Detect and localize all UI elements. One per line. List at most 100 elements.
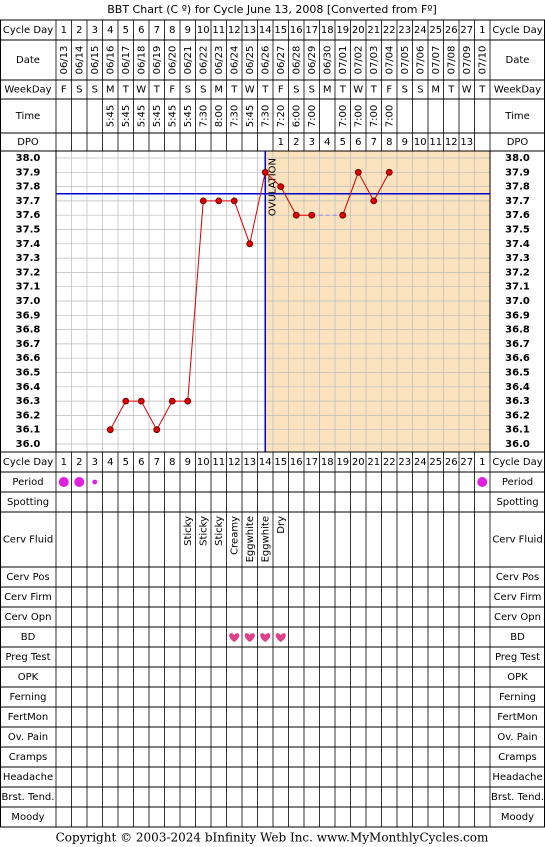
cycle-day: 10: [197, 457, 210, 468]
y-tick-label: 36.0: [16, 439, 41, 450]
cycle-day: 14: [259, 25, 272, 36]
weekday-label-right: WeekDay: [494, 85, 541, 96]
period-dot: [92, 479, 98, 485]
cycle-day: 8: [169, 25, 175, 36]
row-label: Period: [12, 477, 43, 488]
temp-point: [122, 397, 130, 405]
temp-point: [261, 168, 269, 176]
date: 07/07: [431, 46, 442, 75]
row-label: Ferning: [9, 692, 46, 703]
time: 7:30: [260, 105, 271, 127]
time: 8:00: [214, 105, 225, 127]
weekday-label: WeekDay: [4, 85, 51, 96]
cycle-day: 27: [460, 457, 473, 468]
cycle-day: 20: [352, 457, 365, 468]
row-label: Brst. Tend.: [2, 792, 55, 803]
y-tick-label: 36.3: [16, 396, 41, 407]
date: 06/21: [183, 46, 194, 75]
dpo: 1: [278, 137, 284, 148]
y-tick-label-right: 37.6: [505, 210, 530, 221]
date: 06/15: [90, 46, 101, 75]
y-tick-label: 37.9: [16, 167, 41, 178]
ovulation-label: OVULATION: [267, 158, 278, 216]
dpo: 8: [386, 137, 392, 148]
y-tick-label-right: 37.8: [505, 182, 530, 193]
temp-point: [153, 426, 161, 434]
weekday: S: [92, 85, 98, 96]
row-label-right: Ov. Pain: [497, 732, 537, 743]
row-label: Spotting: [7, 497, 49, 508]
row-label-right: Cerv Pos: [496, 572, 539, 583]
date: 06/26: [260, 46, 271, 75]
cycle-day: 24: [414, 457, 427, 468]
bd-heart: [229, 633, 240, 642]
dpo: 5: [340, 137, 346, 148]
cycle-day: 10: [197, 25, 210, 36]
weekday: S: [185, 85, 191, 96]
y-tick-label: 36.6: [16, 353, 41, 364]
row-label: Cramps: [9, 752, 48, 763]
cycle-day: 25: [429, 25, 442, 36]
row-label: BD: [21, 632, 36, 643]
y-tick-label-right: 36.4: [505, 382, 530, 393]
dpo: 9: [402, 137, 408, 148]
weekday: F: [169, 85, 175, 96]
row-label-right: Cramps: [498, 752, 537, 763]
time: 7:00: [307, 105, 318, 127]
cycle-day: 9: [185, 25, 191, 36]
temp-point: [246, 240, 254, 248]
temp-point: [215, 197, 223, 205]
row-label-right: Moody: [501, 812, 534, 823]
cycle-day: 7: [154, 25, 160, 36]
dpo: 4: [324, 137, 330, 148]
date: 06/29: [307, 46, 318, 75]
cycle-day: 20: [352, 25, 365, 36]
time: 7:00: [338, 105, 349, 127]
y-tick-label: 37.3: [16, 253, 41, 264]
cycle-day: 7: [154, 457, 160, 468]
weekday: M: [214, 85, 223, 96]
chart-title: BBT Chart (C º) for Cycle June 13, 2008 …: [107, 3, 437, 16]
y-tick-label: 36.9: [16, 310, 41, 321]
dpo-label: DPO: [17, 137, 39, 148]
weekday: T: [153, 85, 161, 96]
date: 07/05: [400, 46, 411, 75]
y-tick-label: 37.7: [16, 196, 41, 207]
y-tick-label-right: 37.5: [505, 225, 530, 236]
cycle-day: 1: [479, 25, 485, 36]
weekday: W: [462, 85, 472, 96]
cycle-day: 18: [321, 457, 334, 468]
weekday: T: [230, 85, 238, 96]
time: 7:00: [384, 105, 395, 127]
y-tick-label-right: 37.1: [505, 282, 530, 293]
period-dot: [477, 477, 488, 487]
y-tick-label-right: 36.9: [505, 310, 530, 321]
y-tick-label-right: 37.2: [505, 267, 530, 278]
weekday: S: [402, 85, 408, 96]
cycle-day: 25: [429, 457, 442, 468]
cerv-fluid: Sticky: [214, 516, 225, 546]
y-tick-label: 36.8: [16, 325, 41, 336]
weekday: W: [353, 85, 363, 96]
row-label-right: Ferning: [499, 692, 536, 703]
row-label: Preg Test: [5, 652, 50, 663]
cerv-fluid: Eggwhite: [245, 516, 256, 562]
cycle-day: 11: [212, 25, 225, 36]
y-tick-label: 37.6: [16, 210, 41, 221]
date: 06/30: [322, 46, 333, 75]
date: 07/03: [369, 46, 380, 75]
row-label-right: Cerv Opn: [494, 612, 541, 623]
temp-point: [354, 168, 362, 176]
cerv-fluid: Sticky: [183, 516, 194, 546]
weekday: S: [293, 85, 299, 96]
cycle-day: 22: [383, 457, 396, 468]
cycle-day: 24: [414, 25, 427, 36]
y-tick-label-right: 37.9: [505, 167, 530, 178]
temp-point: [385, 168, 393, 176]
time: 7:30: [229, 105, 240, 127]
cycle-day: 12: [228, 25, 241, 36]
temp-point: [137, 397, 145, 405]
cycle-day: 5: [123, 25, 129, 36]
weekday: T: [478, 85, 486, 96]
y-tick-label: 36.2: [16, 410, 41, 421]
